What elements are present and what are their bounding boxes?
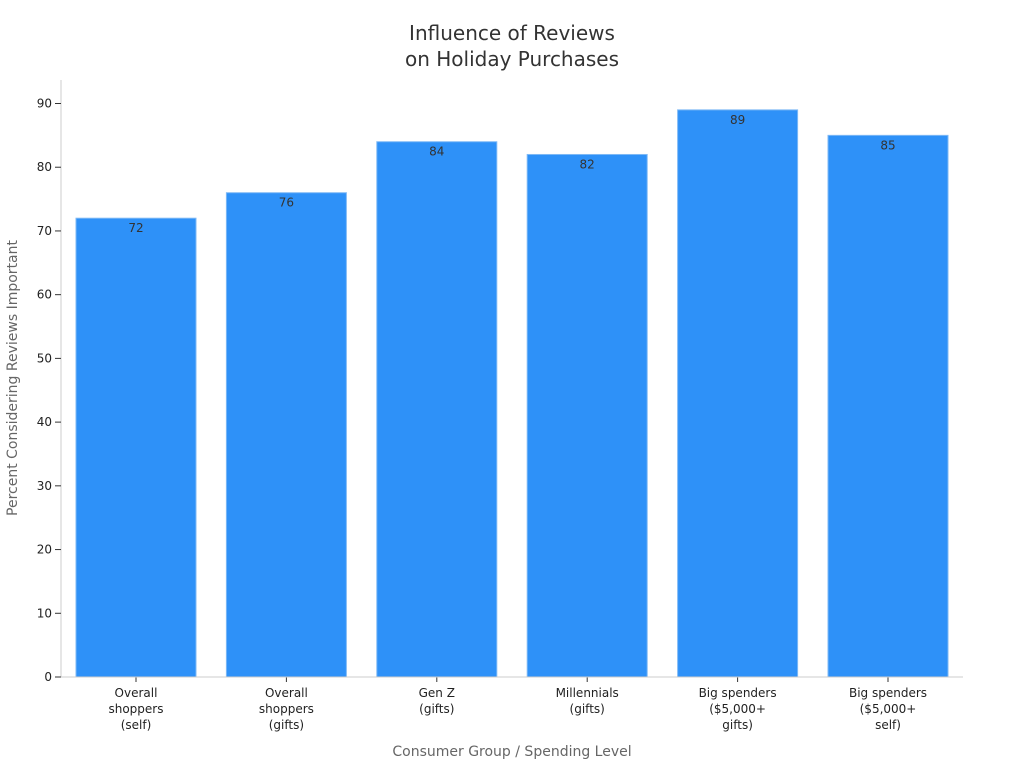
bar (677, 109, 799, 678)
bar-value-label: 85 (880, 138, 895, 152)
bar (376, 141, 498, 678)
x-axis-title: Consumer Group / Spending Level (392, 744, 631, 760)
x-tick-label: Big spenders ($5,000+ gifts) (699, 686, 777, 732)
chart-title-line-1: Influence of Reviews (409, 21, 615, 45)
y-tick-label: 70 (37, 224, 52, 238)
bar-value-label: 84 (429, 145, 444, 159)
x-tick-label: Overall shoppers (gifts) (259, 686, 314, 732)
bar (827, 134, 949, 678)
y-tick-label: 10 (37, 606, 52, 620)
y-tick-label: 50 (37, 351, 52, 365)
x-tick-label: Gen Z (gifts) (419, 686, 455, 716)
y-axis: 0 10 20 30 40 50 60 70 80 90 (37, 80, 62, 684)
y-tick-label: 30 (37, 479, 52, 493)
chart-title-line-2: on Holiday Purchases (405, 47, 619, 71)
y-tick-label: 90 (37, 97, 52, 111)
bar-value-label: 76 (279, 196, 294, 210)
bar-value-label: 89 (730, 113, 745, 127)
bar (225, 192, 347, 678)
y-axis-title: Percent Considering Reviews Important (5, 240, 21, 516)
y-tick-label: 80 (37, 160, 52, 174)
y-tick-label: 0 (44, 670, 52, 684)
x-axis: Overall shoppers (self) Overall shoppers (gif… (61, 676, 963, 732)
bar (75, 217, 197, 678)
x-tick-label: Millennials (gifts) (556, 686, 619, 716)
bar (526, 153, 648, 678)
y-tick-label: 20 (37, 543, 52, 557)
bars-group: 72 76 84 82 89 85 (75, 109, 949, 678)
bar-value-label: 82 (580, 157, 595, 171)
y-tick-label: 60 (37, 288, 52, 302)
bar-value-label: 72 (128, 221, 143, 235)
y-tick-label: 40 (37, 415, 52, 429)
x-tick-label: Overall shoppers (self) (108, 686, 163, 732)
x-tick-label: Big spenders ($5,000+ self) (849, 686, 927, 732)
